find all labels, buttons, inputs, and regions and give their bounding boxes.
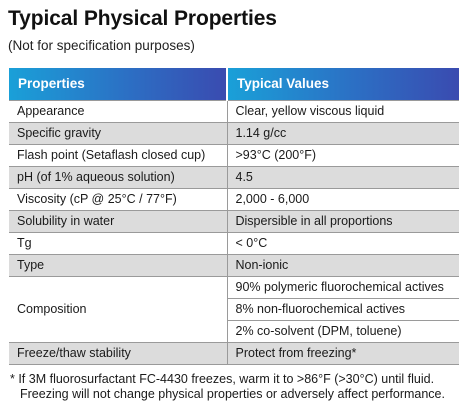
value-cell: 1.14 g/cc [227,122,459,145]
property-cell: pH (of 1% aqueous solution) [9,166,228,189]
value-cell: 2% co-solvent (DPM, toluene) [227,320,459,343]
table-row: Type Non-ionic [9,254,459,277]
table-row: Appearance Clear, yellow viscous liquid [9,99,459,123]
value-cell: Non-ionic [227,254,459,277]
header-properties: Properties [9,68,228,100]
page-title: Typical Physical Properties [8,7,277,30]
table-row: Composition 90% polymeric fluorochemical… [9,276,459,343]
property-cell: Solubility in water [9,210,228,233]
table-row: pH (of 1% aqueous solution) 4.5 [9,166,459,189]
property-cell: Specific gravity [9,122,228,145]
table-row: Viscosity (cP @ 25°C / 77°F) 2,000 - 6,0… [9,188,459,211]
property-cell: Type [9,254,228,277]
table-row: Flash point (Setaflash closed cup) >93°C… [9,144,459,167]
property-cell: Composition [9,276,228,343]
property-cell: Tg [9,232,228,255]
property-cell: Freeze/thaw stability [9,342,228,365]
property-cell: Viscosity (cP @ 25°C / 77°F) [9,188,228,211]
value-cell: Protect from freezing* [227,342,459,365]
table-row: Freeze/thaw stability Protect from freez… [9,342,459,365]
page-subtitle: (Not for specification purposes) [8,38,195,53]
header-typical-values: Typical Values [227,68,459,100]
footnote: * If 3M fluorosurfactant FC-4430 freezes… [10,372,462,402]
footnote-line-2: Freezing will not change physical proper… [20,387,445,401]
property-cell: Appearance [9,99,228,123]
value-cell: 2,000 - 6,000 [227,188,459,211]
value-cell: Dispersible in all proportions [227,210,459,233]
table-row: 8% non-fluorochemical actives [9,298,459,321]
value-cell: 8% non-fluorochemical actives [227,298,459,321]
table-row: Tg < 0°C [9,232,459,255]
property-cell: Flash point (Setaflash closed cup) [9,144,228,167]
properties-table: Properties Typical Values Appearance Cle… [9,68,459,365]
value-cell: 4.5 [227,166,459,189]
table-header-row: Properties Typical Values [9,68,459,100]
value-cell: Clear, yellow viscous liquid [227,99,459,123]
table-row: Solubility in water Dispersible in all p… [9,210,459,233]
value-cell: >93°C (200°F) [227,144,459,167]
table-row: Specific gravity 1.14 g/cc [9,122,459,145]
value-cell: 90% polymeric fluorochemical actives [227,276,459,299]
footnote-line-1: * If 3M fluorosurfactant FC-4430 freezes… [10,372,435,386]
value-cell: < 0°C [227,232,459,255]
table-row: 2% co-solvent (DPM, toluene) [9,320,459,343]
